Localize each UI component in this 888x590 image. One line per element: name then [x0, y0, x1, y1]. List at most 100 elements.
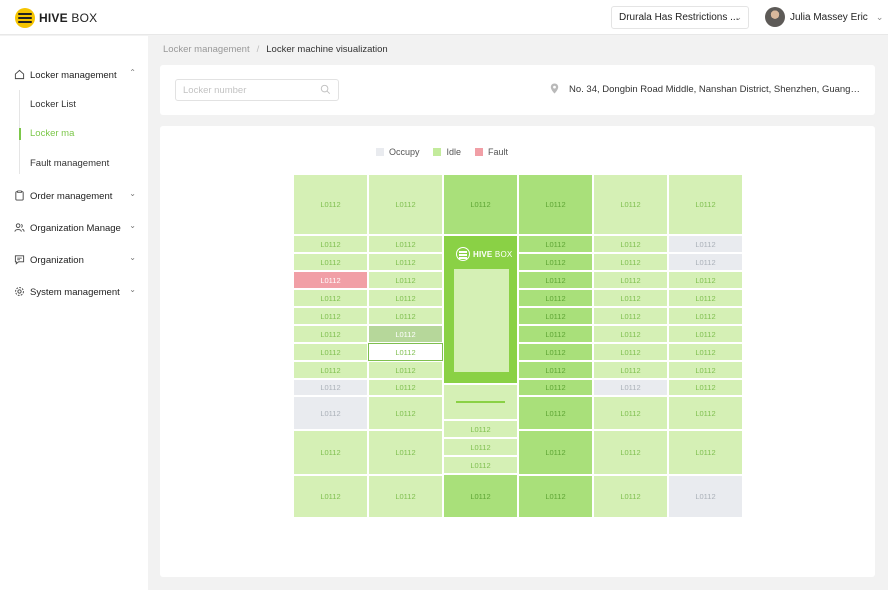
locker-cell[interactable]: L0112	[668, 325, 743, 343]
locker-cell[interactable]: L0112	[593, 430, 668, 475]
sidebar-item-organization-manage[interactable]: Organization Manage ⌄	[0, 217, 148, 239]
legend-label: Idle	[446, 147, 461, 157]
search-box	[175, 79, 339, 101]
sidebar-subitem-fault-management[interactable]: Fault management	[0, 153, 148, 175]
search-icon[interactable]	[320, 84, 331, 95]
locker-cell[interactable]: L0112	[668, 307, 743, 325]
message-icon	[14, 255, 25, 265]
locker-cell[interactable]: L0112	[668, 289, 743, 307]
legend-swatch	[475, 148, 483, 156]
locker-cell[interactable]: L0112	[443, 174, 518, 235]
locker-cell[interactable]: L0112	[443, 438, 518, 456]
locker-cell[interactable]: L0112	[368, 343, 443, 361]
breadcrumb-parent[interactable]: Locker management	[163, 44, 250, 55]
locker-cell[interactable]: L0112	[368, 307, 443, 325]
sidebar-item-order-management[interactable]: Order management ⌄	[0, 185, 148, 207]
locker-cell[interactable]: L0112	[593, 235, 668, 253]
locker-number-input[interactable]	[176, 80, 316, 101]
locker-cell[interactable]: L0112	[518, 235, 593, 253]
locker-cell[interactable]: L0112	[518, 475, 593, 518]
locker-cell[interactable]: L0112	[293, 343, 368, 361]
locker-machine: L0112 L0112 L0112 L0112 L0112 L0112 L0112 L0112…	[293, 174, 743, 518]
locker-cell[interactable]: L0112	[368, 325, 443, 343]
locker-cell[interactable]: L0112	[443, 420, 518, 438]
sidebar-subitem-locker-list[interactable]: Locker List	[0, 94, 148, 116]
locker-cell[interactable]: L0112	[293, 379, 368, 396]
locker-cell[interactable]: L0112	[593, 307, 668, 325]
locker-cell[interactable]: L0112	[668, 379, 743, 396]
sidebar-item-organization[interactable]: Organization ⌄	[0, 249, 148, 271]
locker-cell[interactable]: L0112	[593, 325, 668, 343]
locker-cell[interactable]: L0112	[518, 289, 593, 307]
locker-cell[interactable]: L0112	[668, 174, 743, 235]
sidebar-item-system-management[interactable]: System management ⌄	[0, 281, 148, 303]
locker-cell[interactable]: L0112	[293, 289, 368, 307]
sidebar-item-label: System management	[30, 286, 120, 298]
users-icon	[14, 223, 25, 232]
locker-cell[interactable]: L0112	[593, 343, 668, 361]
locker-cell[interactable]: L0112	[518, 396, 593, 430]
locker-cell[interactable]: L0112	[668, 361, 743, 379]
console-brand-text: HIVE BOX	[473, 249, 513, 259]
locker-cell[interactable]: L0112	[368, 361, 443, 379]
locker-cell[interactable]: L0112	[668, 396, 743, 430]
tenant-select[interactable]: Drurala Has Restrictions ... ⌄	[611, 6, 749, 29]
locker-cell[interactable]: L0112	[368, 174, 443, 235]
locker-cell[interactable]: L0112	[518, 174, 593, 235]
chevron-down-icon: ⌄	[875, 11, 884, 22]
locker-cell[interactable]: L0112	[293, 253, 368, 271]
locker-cell[interactable]: L0112	[293, 174, 368, 235]
locker-cell[interactable]: L0112	[293, 271, 368, 289]
locker-cell[interactable]: L0112	[368, 430, 443, 475]
locker-cell[interactable]: L0112	[368, 253, 443, 271]
locker-cell[interactable]: L0112	[368, 396, 443, 430]
locker-cell[interactable]: L0112	[518, 343, 593, 361]
locker-cell[interactable]: L0112	[368, 289, 443, 307]
locker-cell[interactable]: L0112	[443, 456, 518, 474]
locker-cell[interactable]: L0112	[518, 307, 593, 325]
locker-cell[interactable]: L0112	[293, 235, 368, 253]
locker-cell[interactable]: L0112	[668, 271, 743, 289]
locker-cell[interactable]: L0112	[368, 475, 443, 518]
locker-cell[interactable]: L0112	[293, 475, 368, 518]
locker-cell[interactable]: L0112	[518, 325, 593, 343]
locker-cell[interactable]: L0112	[668, 253, 743, 271]
locker-cell[interactable]: L0112	[293, 430, 368, 475]
locker-cell[interactable]: L0112	[593, 174, 668, 235]
breadcrumb-current: Locker machine visualization	[266, 44, 388, 55]
locker-cell[interactable]: L0112	[668, 343, 743, 361]
locker-cell[interactable]: L0112	[518, 271, 593, 289]
locker-cell[interactable]: L0112	[518, 253, 593, 271]
locker-cell[interactable]: L0112	[518, 379, 593, 396]
locker-cell[interactable]: L0112	[293, 307, 368, 325]
sidebar-subitem-locker-ma[interactable]: Locker ma	[0, 123, 148, 145]
locker-cell[interactable]: L0112	[368, 379, 443, 396]
locker-cell[interactable]: L0112	[668, 475, 743, 518]
legend-item-occupy: Occupy	[375, 147, 419, 157]
status-legend: Occupy Idle Fault	[293, 147, 591, 157]
locker-cell[interactable]: L0112	[593, 271, 668, 289]
legend-item-idle: Idle	[433, 147, 461, 157]
locker-cell[interactable]: L0112	[293, 325, 368, 343]
locker-cell[interactable]: L0112	[593, 379, 668, 396]
locker-cell[interactable]: L0112	[593, 289, 668, 307]
locker-cell[interactable]: L0112	[593, 253, 668, 271]
locker-cell[interactable]: L0112	[518, 430, 593, 475]
sidebar-subitem-label: Fault management	[30, 158, 110, 169]
locker-cell[interactable]: L0112	[518, 361, 593, 379]
locker-cell[interactable]: L0112	[593, 361, 668, 379]
sidebar-item-locker-management[interactable]: Locker management ⌃	[0, 64, 148, 86]
brand-logo[interactable]: HIVE BOX	[15, 8, 97, 28]
filter-card: No. 34, Dongbin Road Middle, Nanshan Dis…	[160, 65, 875, 115]
locker-cell[interactable]: L0112	[293, 361, 368, 379]
locker-cell[interactable]: L0112	[293, 396, 368, 430]
locker-cell[interactable]: L0112	[368, 271, 443, 289]
console-screen	[454, 269, 509, 372]
locker-cell[interactable]: L0112	[593, 475, 668, 518]
locker-cell[interactable]: L0112	[668, 430, 743, 475]
locker-cell[interactable]: L0112	[593, 396, 668, 430]
locker-cell[interactable]: L0112	[443, 474, 518, 518]
locker-cell[interactable]: L0112	[368, 235, 443, 253]
locker-cell[interactable]: L0112	[668, 235, 743, 253]
user-menu[interactable]: Julia Massey Eric ⌄	[765, 7, 883, 27]
